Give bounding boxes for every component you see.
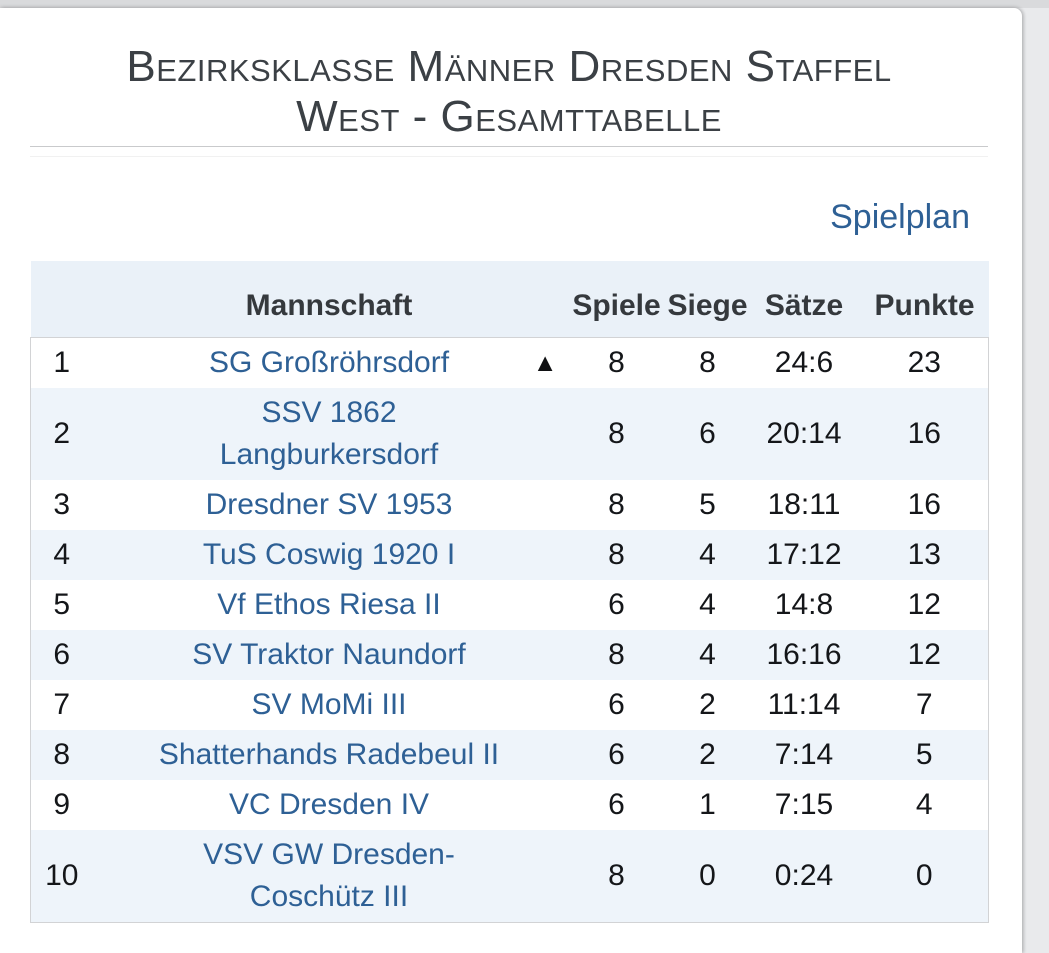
header-mannschaft: Mannschaft: [92, 261, 566, 338]
team-cell: VC Dresden IV: [93, 780, 566, 830]
team-cell: Dresdner SV 1953: [93, 480, 566, 530]
header-saetze: Sätze: [747, 261, 861, 338]
table-row: 3 Dresdner SV 1953 8 5 18:11 16: [31, 480, 989, 530]
team-cell: TuS Coswig 1920 I: [93, 530, 566, 580]
rank-cell: 1: [53, 346, 71, 379]
games-cell: 8: [608, 346, 625, 379]
team-cell: Shatterhands Radebeul II: [93, 730, 566, 780]
sets-cell: 0:24: [774, 859, 834, 892]
content-card: Bezirksklasse Männer Dresden Staffel Wes…: [0, 8, 1022, 953]
header-spiele: Spiele: [565, 261, 668, 338]
sets-cell: 11:14: [767, 688, 841, 721]
points-cell: 7: [915, 688, 933, 721]
team-cell: VSV GW Dresden- Coschütz III: [93, 830, 566, 923]
schedule-link-row: Spielplan: [30, 197, 988, 237]
table-row: 4 TuS Coswig 1920 I 8 4 17:12 13: [30, 530, 989, 580]
table-row: 7 SV MoMi III 6 2 11:14 7: [31, 680, 989, 730]
team-cell: Vf Ethos Riesa II: [93, 580, 566, 630]
points-cell: 12: [907, 588, 941, 621]
wins-cell: 6: [699, 417, 716, 450]
table-row: 2 SSV 1862 Langburkersdorf 8 6 20:14 16: [30, 388, 989, 480]
table-row: 6 SV Traktor Naundorf 8 4 16:16 12: [30, 630, 989, 680]
points-cell: 0: [915, 859, 933, 892]
sets-cell: 14:8: [774, 588, 834, 621]
team-link[interactable]: SV MoMi III: [251, 688, 407, 721]
page-title-line2: West - Gesamttabelle: [296, 92, 722, 141]
promotion-arrow-icon: ▲: [532, 349, 558, 377]
games-cell: 6: [608, 738, 625, 771]
wins-cell: 5: [699, 488, 716, 521]
header-punkte: Punkte: [860, 261, 989, 338]
table-row: 10 VSV GW Dresden- Coschütz III 8 0 0:24…: [30, 830, 989, 923]
team-link[interactable]: SV Traktor Naundorf: [192, 638, 466, 671]
wins-cell: 2: [699, 738, 716, 771]
team-cell: SV Traktor Naundorf: [93, 630, 566, 680]
points-cell: 12: [907, 638, 941, 671]
title-divider: [30, 146, 988, 157]
points-cell: 5: [915, 738, 933, 771]
rank-cell: 8: [53, 738, 71, 771]
games-cell: 8: [608, 538, 625, 571]
page-title: Bezirksklasse Männer Dresden Staffel Wes…: [30, 8, 988, 142]
header-rank: [30, 261, 93, 338]
games-cell: 6: [608, 588, 625, 621]
rank-cell: 3: [53, 488, 71, 521]
points-cell: 13: [907, 538, 941, 571]
games-cell: 8: [608, 859, 625, 892]
points-cell: 16: [907, 488, 941, 521]
team-link[interactable]: SG Großröhrsdorf: [208, 346, 450, 379]
sets-cell: 24:6: [774, 346, 834, 379]
table-body: 1 SG Großröhrsdorf ▲ 8 8 24:6 23 2 SSV 1…: [30, 337, 989, 923]
games-cell: 8: [608, 638, 625, 671]
games-cell: 8: [608, 488, 625, 521]
team-link[interactable]: TuS Coswig 1920 I: [202, 538, 456, 571]
wins-cell: 4: [699, 538, 716, 571]
rank-cell: 5: [53, 588, 71, 621]
content-area: Bezirksklasse Männer Dresden Staffel Wes…: [0, 8, 1022, 923]
games-cell: 6: [608, 788, 625, 821]
wins-cell: 8: [699, 346, 716, 379]
league-table: Mannschaft Spiele Siege Sätze Punkte 1 S…: [30, 261, 989, 923]
table-row: 1 SG Großröhrsdorf ▲ 8 8 24:6 23: [31, 338, 989, 389]
sets-cell: 16:16: [766, 638, 842, 671]
team-link[interactable]: Dresdner SV 1953: [205, 488, 453, 521]
wins-cell: 4: [699, 638, 716, 671]
team-cell: SSV 1862 Langburkersdorf: [93, 388, 566, 480]
page-top-gutter: [0, 0, 1049, 8]
rank-cell: 10: [45, 859, 79, 892]
games-cell: 8: [608, 417, 625, 450]
sets-cell: 17:12: [766, 538, 842, 571]
sets-cell: 20:14: [766, 417, 842, 450]
table-header: Mannschaft Spiele Siege Sätze Punkte: [30, 261, 989, 338]
team-link[interactable]: Vf Ethos Riesa II: [217, 588, 441, 621]
rank-cell: 9: [53, 788, 71, 821]
header-siege: Siege: [667, 261, 748, 338]
team-cell: SG Großröhrsdorf ▲: [93, 338, 566, 389]
team-link[interactable]: VC Dresden IV: [228, 788, 430, 821]
team-link[interactable]: SSV 1862 Langburkersdorf: [219, 396, 439, 471]
table-row: 5 Vf Ethos Riesa II 6 4 14:8 12: [31, 580, 989, 630]
sets-cell: 18:11: [767, 488, 841, 521]
table-row: 8 Shatterhands Radebeul II 6 2 7:14 5: [30, 730, 989, 780]
sets-cell: 7:15: [774, 788, 834, 821]
page-title-line1: Bezirksklasse Männer Dresden Staffel: [126, 42, 892, 91]
wins-cell: 2: [699, 688, 716, 721]
games-cell: 6: [608, 688, 625, 721]
team-link[interactable]: Shatterhands Radebeul II: [158, 738, 500, 771]
team-link[interactable]: VSV GW Dresden- Coschütz III: [203, 838, 455, 913]
schedule-link[interactable]: Spielplan: [830, 198, 970, 236]
wins-cell: 0: [699, 859, 716, 892]
wins-cell: 1: [699, 788, 716, 821]
rank-cell: 2: [53, 417, 71, 450]
points-cell: 4: [915, 788, 933, 821]
points-cell: 16: [907, 417, 941, 450]
sets-cell: 7:14: [774, 738, 834, 771]
team-cell: SV MoMi III: [93, 680, 566, 730]
rank-cell: 6: [53, 638, 71, 671]
rank-cell: 7: [53, 688, 71, 721]
points-cell: 23: [907, 346, 941, 379]
wins-cell: 4: [699, 588, 716, 621]
rank-cell: 4: [53, 538, 71, 571]
table-row: 9 VC Dresden IV 6 1 7:15 4: [31, 780, 989, 830]
